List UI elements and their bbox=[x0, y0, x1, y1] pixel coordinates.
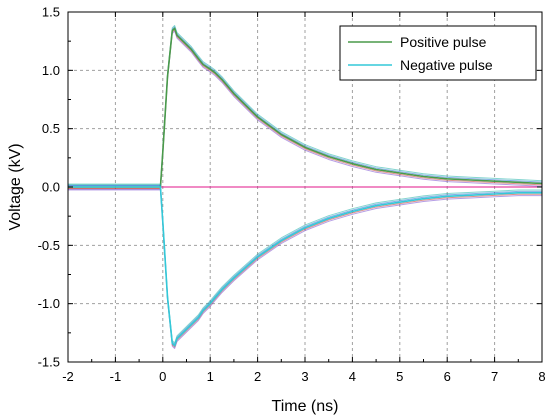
x-tick-label: 7 bbox=[491, 369, 498, 384]
y-tick-label: -1.5 bbox=[38, 355, 60, 370]
legend: Positive pulse Negative pulse bbox=[339, 25, 537, 81]
y-tick-label: -1.0 bbox=[38, 296, 60, 311]
y-axis-title: Voltage (kV) bbox=[7, 143, 24, 230]
x-tick-label: 5 bbox=[396, 369, 403, 384]
series-line-positive-pulse bbox=[68, 27, 543, 188]
series-positive-pulse bbox=[68, 25, 543, 191]
x-tick-label: -1 bbox=[110, 369, 122, 384]
legend-label-positive-pulse: Positive pulse bbox=[400, 34, 487, 50]
x-tick-label: 3 bbox=[301, 369, 308, 384]
x-tick-label: 8 bbox=[538, 369, 545, 384]
y-tick-label: -0.5 bbox=[38, 238, 60, 253]
legend-box bbox=[339, 25, 537, 81]
y-tick-label: 1.5 bbox=[42, 5, 60, 20]
x-tick-label: 4 bbox=[349, 369, 356, 384]
x-tick-label: 1 bbox=[207, 369, 214, 384]
x-tick-label: 6 bbox=[444, 369, 451, 384]
y-tick-label: 1.0 bbox=[42, 63, 60, 78]
ticks bbox=[67, 11, 543, 363]
x-tick-label: 0 bbox=[159, 369, 166, 384]
series-negative-pulse bbox=[68, 183, 542, 349]
y-tick-label: 0.0 bbox=[42, 180, 60, 195]
x-tick-label: 2 bbox=[254, 369, 261, 384]
legend-label-negative-pulse: Negative pulse bbox=[400, 57, 493, 73]
series-line-negative-pulse bbox=[68, 186, 542, 347]
x-tick-label: -2 bbox=[62, 369, 74, 384]
tick-labels: -2 -1 0 1 2 3 4 5 6 7 8 -1.5 -1.0 -0.5 0.0 0.5 1.0 1.5 bbox=[38, 5, 546, 385]
series-group bbox=[68, 25, 543, 349]
y-tick-label: 0.5 bbox=[42, 121, 60, 136]
x-axis-title: Time (ns) bbox=[272, 398, 339, 415]
